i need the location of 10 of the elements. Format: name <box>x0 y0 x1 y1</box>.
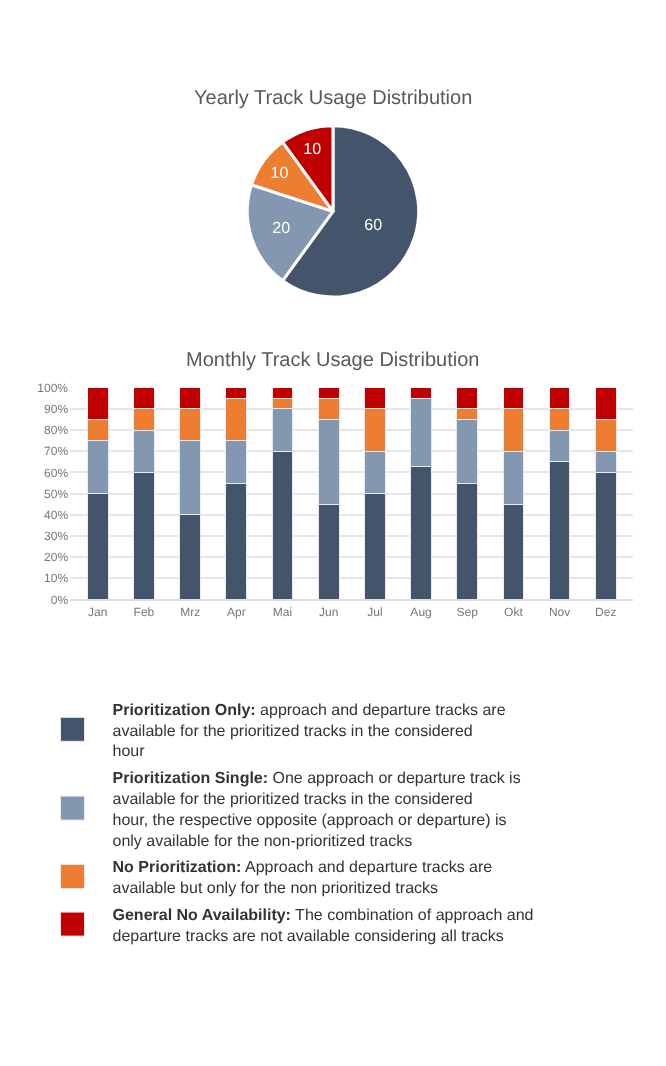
data-label: 60 <box>364 215 384 234</box>
chart-title: Monthly Track Usage Distribution <box>186 350 480 372</box>
data-label: 20 <box>272 219 292 238</box>
legend-label: General No Availability: The combination of approach and departure tracks are not available considering all tracks <box>112 905 534 945</box>
chart-title: Yearly Track Usage Distribution <box>194 88 473 110</box>
data-label: 10 <box>303 140 323 159</box>
legend-label: Prioritization Only: approach and departure tracks are available for the prioritized tracks in the considered hour <box>112 700 507 761</box>
legend-label: No Prioritization: Approach and departure tracks are available but only for the non prioritized tracks <box>112 858 494 898</box>
data-label: 10 <box>270 163 290 182</box>
legend-label: Prioritization Single: One approach or departure track is available for the prioritized tracks in the considered hour, the respective opposite (approach or departure) is only available for the non-prioritized tracks <box>112 769 521 850</box>
